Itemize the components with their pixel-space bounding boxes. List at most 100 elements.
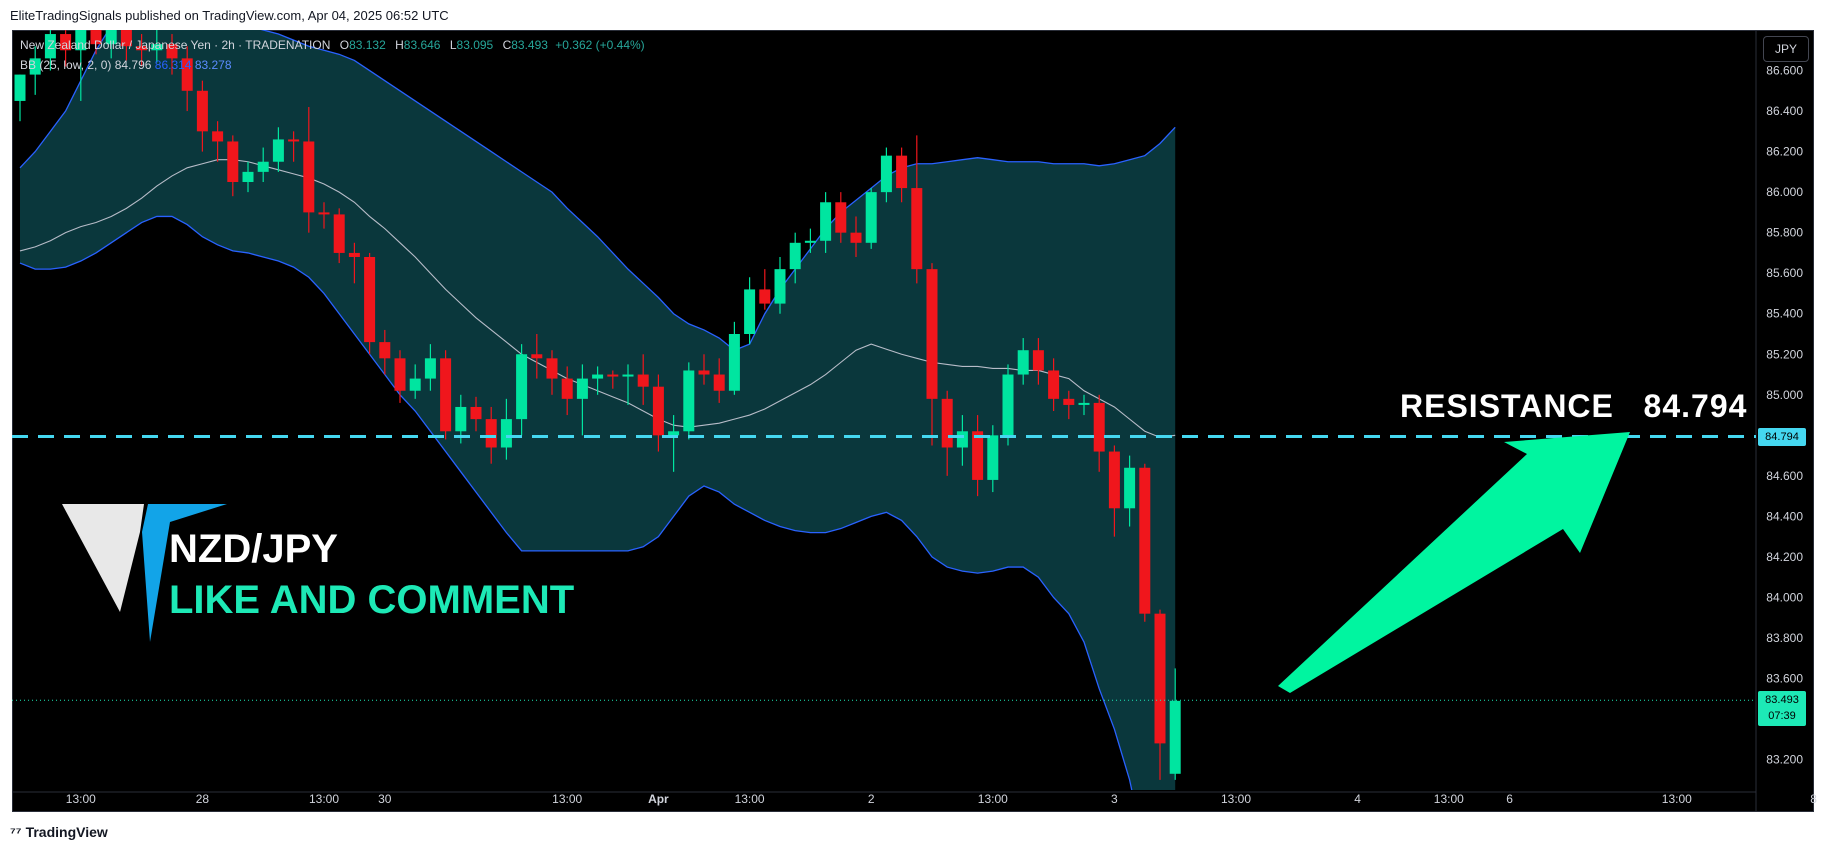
candle-body [1093,402,1105,452]
candle-body [607,374,619,377]
bb-upper-value: 86.314 [154,58,192,72]
candle-body [485,419,497,448]
candle-body [242,171,254,182]
candle-body [1002,374,1014,436]
candle-body [850,232,862,243]
candle-body [120,30,132,47]
close-label: C [502,38,512,52]
up-arrow-icon [1278,432,1630,693]
time-tick-label: Apr [648,792,669,806]
candle-body [440,358,452,432]
price-tick-label: 85.600 [1766,266,1803,280]
candle-body [181,58,193,91]
candle-body [576,378,588,399]
time-tick-label: 30 [378,792,392,806]
candle-body [364,256,376,343]
candle-body [1139,467,1151,614]
bb-label: BB (25, low, 2, 0) [20,58,112,72]
candle-body [516,354,528,420]
candle-body [470,406,482,420]
candle-body [941,398,953,448]
last-price-tag: 83.493 07:39 [1758,691,1806,727]
pair-title: NZD/JPY [169,527,338,571]
price-tick-label: 84.400 [1766,509,1803,523]
candle-body [75,30,87,51]
candle-body [212,131,224,142]
currency-button[interactable]: JPY [1763,36,1809,62]
candle-body [789,242,801,270]
time-tick-label: 2 [868,792,875,806]
candle-body [744,289,756,334]
brand-logo-icon [62,504,227,642]
candle-body [455,406,467,432]
price-tick-label: 84.200 [1766,550,1803,564]
open-label: O [339,38,350,52]
bollinger-basis-line [19,159,1176,438]
candle-body [1078,402,1090,405]
candle-body [1048,370,1060,399]
candle-body [956,431,968,448]
candle-body [136,46,148,51]
high-label: H [395,38,404,52]
time-tick-label: 8 [1810,792,1817,806]
bollinger-legend: BB (25, low, 2, 0) 84.796 86.314 83.278 [20,58,232,72]
time-tick-label: 13:00 [735,792,765,806]
candle-body [652,386,664,436]
resistance-price-tag: 84.794 [1758,427,1806,446]
call-to-action: LIKE AND COMMENT [169,578,575,622]
price-tick-label: 83.600 [1766,672,1803,686]
candle-body [698,370,710,375]
candle-body [668,431,680,436]
price-tick-label: 86.600 [1766,64,1803,78]
candle-body [1124,467,1136,509]
candle-body [272,139,284,162]
candle-body [1108,451,1120,509]
candle-body [394,358,406,391]
low-value: 83.095 [456,38,494,52]
candle-body [592,374,604,379]
candle-body [911,188,923,270]
candle-body [774,269,786,304]
price-tick-label: 86.400 [1766,104,1803,118]
price-tick-label: 84.600 [1766,469,1803,483]
candle-body [546,358,558,379]
candle-body [728,334,740,391]
candle-body [409,378,421,391]
candle-body [896,155,908,189]
time-tick-label: 6 [1506,792,1513,806]
plot-area [14,30,1181,790]
candle-body [987,435,999,480]
low-label: L [449,38,457,52]
tradingview-logo-icon: ⁷⁷ [10,824,22,840]
candle-body [303,141,315,213]
price-tick-label: 85.400 [1766,307,1803,321]
bollinger-band-fill [20,30,1176,790]
candle-body [865,192,877,243]
candle-body [713,374,725,391]
bar-countdown: 07:39 [1768,710,1796,723]
candle-body [1017,350,1029,375]
high-value: 83.646 [403,38,441,52]
time-tick-label: 13:00 [978,792,1008,806]
candle-body [44,34,56,59]
candle-body [561,378,573,399]
candle-body [196,90,208,132]
candle-body [637,374,649,387]
candle-body [60,34,72,51]
candle-body [318,212,330,215]
close-value: 83.493 [511,38,548,52]
candle-body [1169,700,1181,774]
resistance-annotation: RESISTANCE 84.794 [1400,388,1748,424]
candle-body [531,354,543,359]
resistance-price-value: 84.794 [1765,430,1799,443]
candle-body [972,431,984,480]
brand-label: TradingView [25,824,108,840]
candle-body [288,139,300,142]
candle-body [14,74,26,101]
candle-body [759,289,771,304]
candle-body [500,419,512,448]
candle-body [151,44,163,51]
tradingview-brand[interactable]: ⁷⁷ TradingView [10,824,108,840]
candle-body [926,269,938,399]
